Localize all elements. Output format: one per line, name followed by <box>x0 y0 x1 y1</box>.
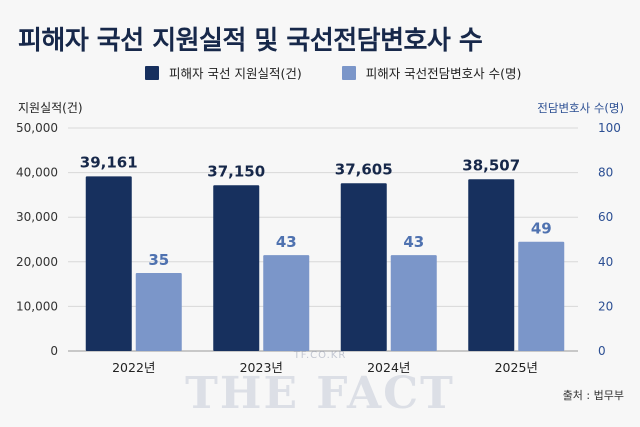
data-label-cases: 38,507 <box>462 156 520 174</box>
y2-tick-label: 100 <box>598 121 621 135</box>
y-tick-label: 10,000 <box>16 299 58 313</box>
bar-lawyers <box>390 255 437 351</box>
x-tick-label: 2024년 <box>367 360 410 375</box>
x-tick-label: 2025년 <box>495 360 538 375</box>
bar-lawyers <box>135 272 182 351</box>
legend-swatch-cases <box>145 65 159 80</box>
y-tick-label: 40,000 <box>16 166 58 180</box>
bar-cases <box>85 176 132 351</box>
y2-tick-label: 0 <box>598 344 606 358</box>
data-label-lawyers: 43 <box>276 233 297 251</box>
y-axis-label: 지원실적(건) <box>18 101 83 115</box>
y-tick-label: 50,000 <box>16 121 58 135</box>
data-label-cases: 37,605 <box>335 160 393 178</box>
y-tick-label: 0 <box>50 344 58 358</box>
bar-cases <box>340 183 387 351</box>
legend-item-cases: 피해자 국선 지원실적(건) <box>145 63 302 82</box>
bar-lawyers <box>518 241 565 351</box>
legend-label-lawyers: 피해자 국선전담변호사 수(명) <box>365 66 522 81</box>
bar-cases <box>468 179 515 351</box>
bar-lawyers <box>263 255 310 351</box>
legend-swatch-lawyers <box>341 65 356 80</box>
y2-tick-label: 40 <box>598 255 613 269</box>
data-label-lawyers: 35 <box>148 251 169 269</box>
y2-tick-label: 80 <box>598 166 613 180</box>
y2-tick-label: 60 <box>598 210 613 224</box>
legend: 피해자 국선 지원실적(건) 피해자 국선전담변호사 수(명) <box>145 63 561 82</box>
data-label-lawyers: 43 <box>403 233 424 251</box>
x-tick-label: 2023년 <box>240 360 283 375</box>
source-note: 출처 : 법무부 <box>562 389 624 402</box>
chart-title: 피해자 국선 지원실적 및 국선전담변호사 수 <box>18 26 483 56</box>
y-tick-label: 30,000 <box>16 210 58 224</box>
legend-item-lawyers: 피해자 국선전담변호사 수(명) <box>341 63 522 82</box>
data-label-cases: 37,150 <box>207 162 265 180</box>
data-label-lawyers: 49 <box>531 220 552 238</box>
y2-axis-label: 전담변호사 수(명) <box>537 101 624 115</box>
legend-label-cases: 피해자 국선 지원실적(건) <box>169 66 302 81</box>
x-tick-label: 2022년 <box>112 360 155 375</box>
y-tick-label: 20,000 <box>16 255 58 269</box>
data-label-cases: 39,161 <box>80 153 138 171</box>
bar-cases <box>213 185 260 351</box>
y2-tick-label: 20 <box>598 299 613 313</box>
